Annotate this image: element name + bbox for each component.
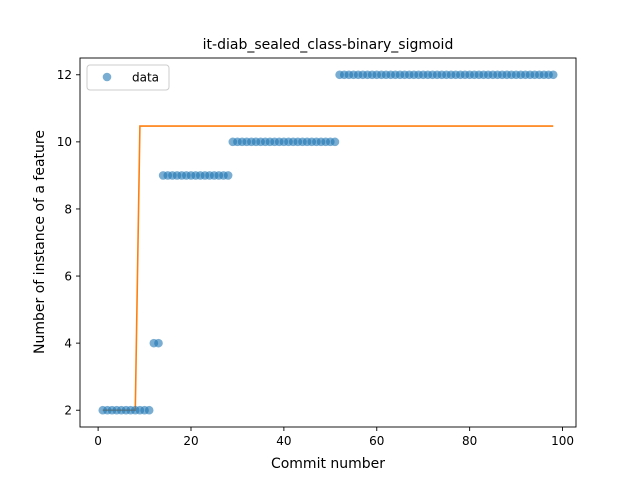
- x-tick-label: 20: [183, 434, 198, 448]
- axes: 0 20 40 60 80 100 2 4 6 8 10 12: [57, 57, 577, 448]
- data-point: [223, 171, 233, 180]
- data-point: [330, 137, 340, 147]
- axes-frame: [79, 57, 577, 428]
- x-axis-label: Commit number: [271, 456, 385, 472]
- y-tick-label: 12: [57, 68, 72, 82]
- data-point: [548, 70, 558, 80]
- x-tick-label: 100: [551, 434, 574, 448]
- x-tick-label: 0: [94, 434, 102, 448]
- chart-title: it-diab_sealed_class-binary_sigmoid: [203, 37, 454, 53]
- plot-area: [98, 70, 558, 415]
- legend-marker: [102, 72, 112, 82]
- x-tick-label: 60: [369, 434, 384, 448]
- data-point: [144, 405, 154, 415]
- y-axis-label: Number of instance of a feature: [32, 130, 48, 354]
- y-tick-label: 4: [64, 336, 72, 350]
- y-tick-label: 2: [64, 404, 72, 418]
- x-tick-label: 80: [462, 434, 477, 448]
- y-tick-label: 8: [64, 202, 72, 216]
- y-tick-label: 10: [57, 135, 72, 149]
- y-tick-label: 6: [64, 269, 72, 283]
- legend-box: [86, 64, 170, 91]
- legend: data: [86, 64, 170, 91]
- legend-label: data: [132, 71, 159, 85]
- x-tick-label: 40: [276, 434, 291, 448]
- data-point: [154, 338, 163, 348]
